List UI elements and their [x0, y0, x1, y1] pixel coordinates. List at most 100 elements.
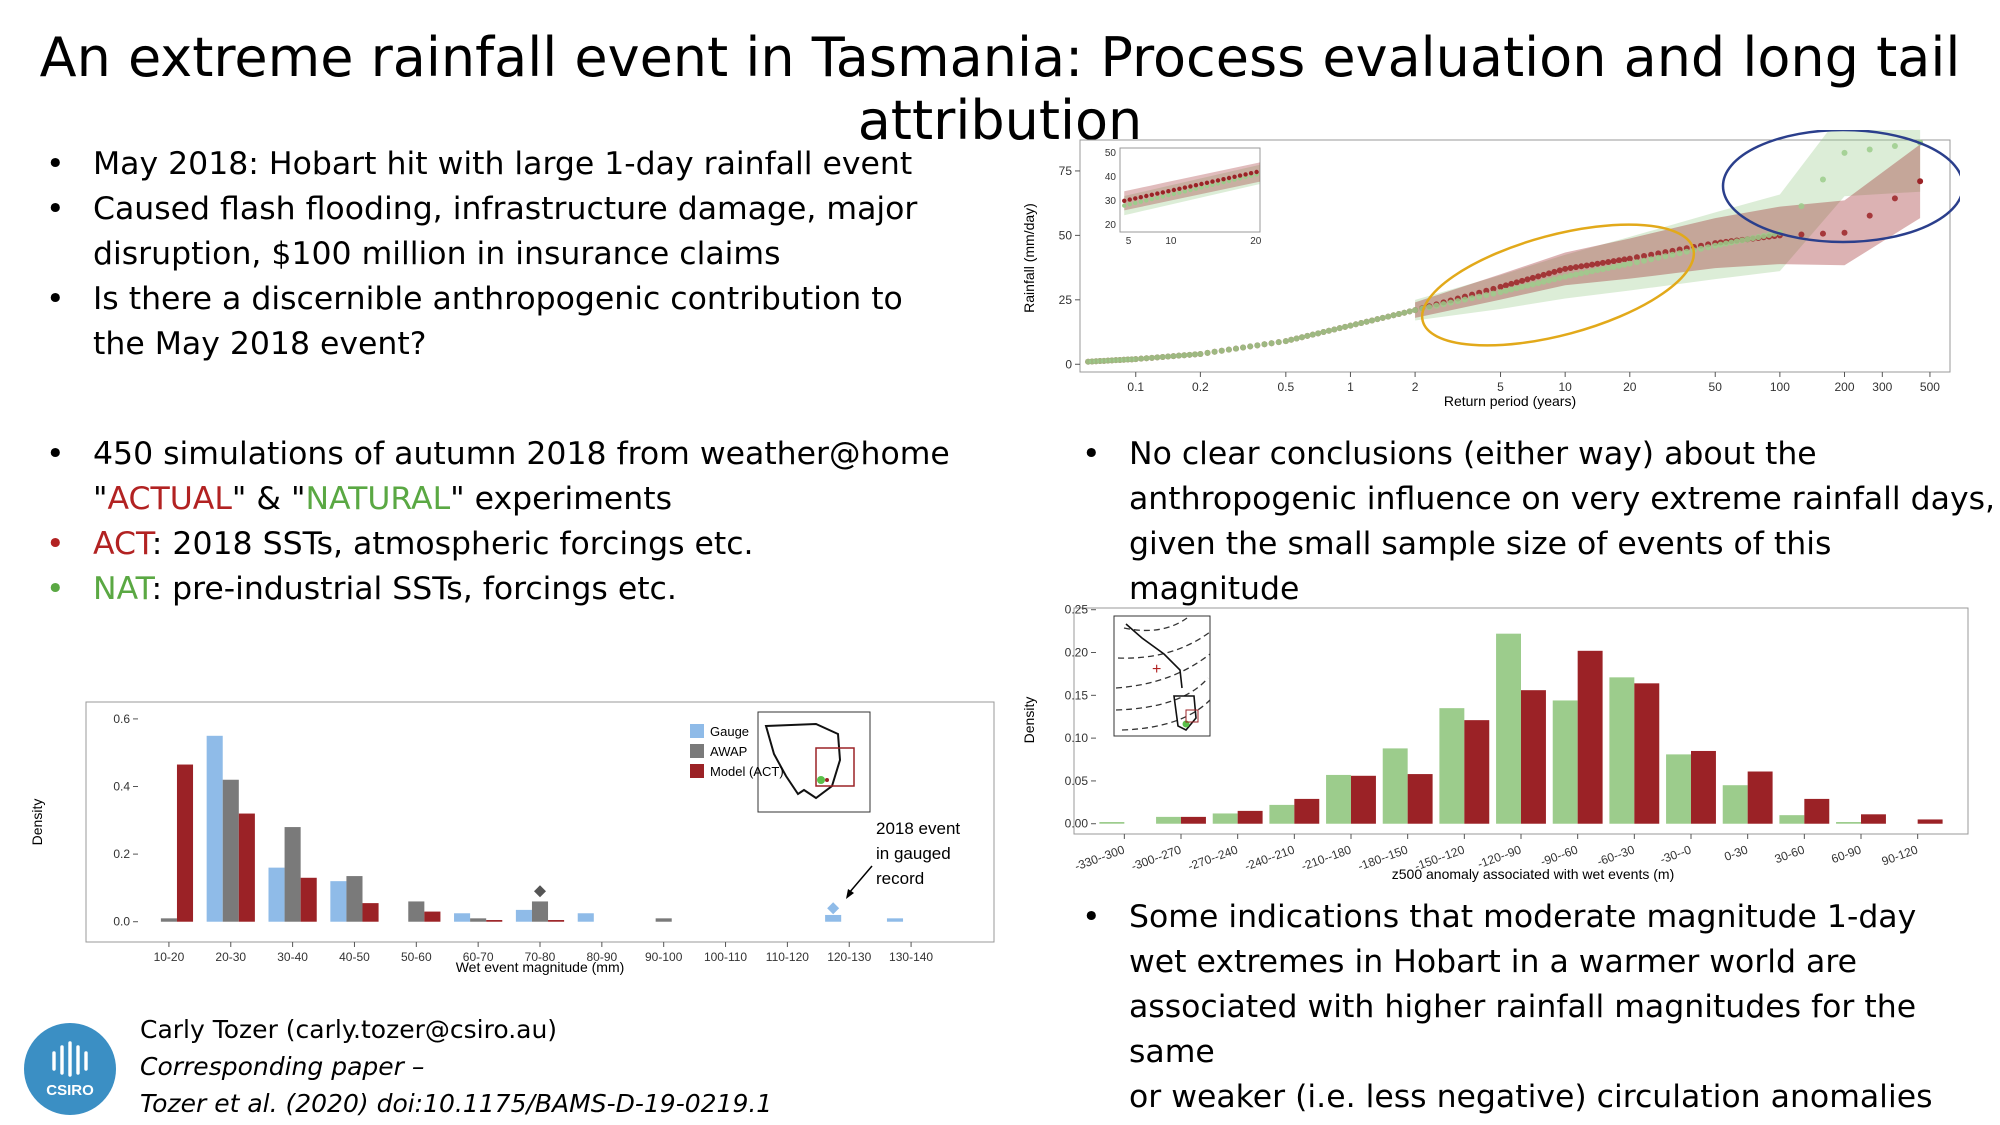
bar-series-0 — [1496, 633, 1521, 824]
bar-series-1 — [1747, 771, 1773, 824]
inset-nat-point — [1171, 191, 1177, 197]
x-tick-label: -60--30 — [1595, 842, 1636, 868]
y-tick-label: 75 — [1059, 164, 1073, 178]
bar-awap — [222, 779, 239, 922]
citation: Tozer et al. (2020) doi:10.1175/BAMS-D-1… — [140, 1089, 773, 1118]
inset-act-point — [1248, 171, 1254, 176]
nat-point — [1368, 317, 1375, 324]
x-axis-label: z500 anomaly associated with wet events … — [1392, 866, 1674, 882]
bar-series-0 — [1609, 677, 1635, 824]
nat-point — [1728, 239, 1735, 246]
nat-point — [1197, 350, 1204, 357]
x-tick-label: -300--270 — [1129, 842, 1183, 873]
bar-model-act- — [238, 813, 255, 922]
nat-point — [1519, 283, 1526, 290]
nat-point — [1502, 287, 1509, 294]
act-point — [1578, 263, 1585, 270]
nat-point — [1309, 331, 1316, 338]
nat-point — [1181, 352, 1188, 359]
inset-act-point — [1193, 183, 1199, 188]
y-tick-label: 0.0 — [113, 915, 130, 929]
act-point — [1621, 256, 1628, 263]
svg-text:+: + — [1152, 661, 1161, 678]
extreme-events-highlight — [1721, 130, 1960, 244]
nat-point — [1589, 268, 1596, 275]
inset-nat-point — [1193, 186, 1199, 191]
nat-point — [1655, 254, 1662, 261]
nat-point — [1562, 273, 1569, 280]
inset-x-tick-label: 5 — [1126, 236, 1132, 247]
act-point — [1535, 273, 1542, 280]
x-tick-label: 10-20 — [154, 950, 185, 964]
x-tick-label: 0.1 — [1127, 380, 1144, 394]
bar-series-1 — [1634, 683, 1660, 824]
bar-series-1 — [1577, 650, 1603, 824]
x-tick-label: 1 — [1347, 380, 1354, 394]
bullet-item-continuation: or weaker (i.e. less negative) circulati… — [1129, 1079, 1933, 1115]
nat-point — [1232, 345, 1239, 352]
bar-series-1 — [1351, 775, 1376, 824]
csiro-logo: CSIRO — [24, 1023, 116, 1115]
act-point — [1508, 280, 1515, 287]
legend-swatch — [690, 724, 704, 738]
nat-point — [1578, 270, 1585, 277]
x-tick-label: 50 — [1709, 380, 1723, 394]
x-tick-label: 100-110 — [704, 950, 747, 964]
act-point — [1529, 274, 1536, 281]
nat-point — [1352, 321, 1359, 328]
y-tick-label: 0.25 — [1065, 603, 1089, 617]
bar-series-0 — [1439, 708, 1465, 824]
x-tick-label: 20-30 — [215, 950, 246, 964]
bullet-item-continuation: "ACTUAL" & "NATURAL" experiments — [93, 481, 672, 517]
act-point — [1633, 254, 1640, 261]
inset-nat-point — [1138, 199, 1143, 204]
inset-y-tick-label: 40 — [1105, 172, 1117, 183]
x-tick-label: 30-40 — [277, 950, 308, 964]
nat-point — [1261, 341, 1268, 348]
slide-title: An extreme rainfall event in Tasmania: P… — [39, 26, 1961, 152]
inset-act-point — [1160, 190, 1166, 195]
legend: Gauge AWAP Model (ACT) — [690, 724, 784, 779]
event-annotation: 2018 event in gauged record — [846, 819, 960, 899]
inset-act-point — [1144, 193, 1149, 199]
nat-point — [1282, 338, 1289, 345]
act-point — [1648, 251, 1655, 258]
inset-act-point — [1182, 185, 1188, 190]
inset-y-tick-label: 20 — [1105, 220, 1117, 231]
nat-point — [1315, 330, 1322, 337]
nat-point — [1395, 311, 1402, 317]
inset-nat-point — [1215, 181, 1221, 186]
nat-point — [1621, 261, 1628, 268]
x-tick-label: 10 — [1558, 380, 1572, 394]
act-point — [1502, 282, 1509, 289]
x-tick-label: 200 — [1834, 380, 1854, 394]
y-tick-label: 50 — [1059, 228, 1073, 242]
y-tick-label: 0.2 — [113, 847, 130, 861]
act-point — [1599, 259, 1606, 266]
nat-point — [1218, 347, 1225, 354]
nat-point — [1374, 316, 1381, 323]
bar-series-0 — [1326, 774, 1351, 824]
bullet-list-top: • May 2018: Hobart hit with large 1-day r… — [46, 142, 917, 367]
nat-point — [1426, 304, 1433, 311]
x-tick-label: -90--60 — [1539, 842, 1580, 868]
inset-nat-point — [1177, 190, 1182, 195]
y-tick-label: 0.15 — [1065, 688, 1089, 702]
inset-act-point — [1254, 169, 1259, 175]
inset-nat-point — [1133, 200, 1138, 206]
bullet-list-right-top: • No clear conclusions (either way) about… — [1082, 432, 2000, 612]
act-point — [1567, 265, 1574, 272]
act-point — [1546, 270, 1553, 277]
inset-nat-point — [1182, 189, 1188, 194]
nat-point — [1676, 250, 1683, 257]
nat-point — [1469, 295, 1476, 302]
inset-nat-point — [1122, 203, 1127, 208]
nat-point — [1358, 320, 1365, 327]
nat-point — [1626, 260, 1633, 267]
nat-point — [1513, 285, 1520, 292]
bar-model-act- — [362, 903, 379, 922]
bullet-item: • 450 simulations of autumn 2018 from wea… — [46, 436, 950, 472]
nat-point — [1159, 353, 1166, 360]
nat-point — [1342, 323, 1349, 330]
nat-point — [1605, 265, 1612, 272]
